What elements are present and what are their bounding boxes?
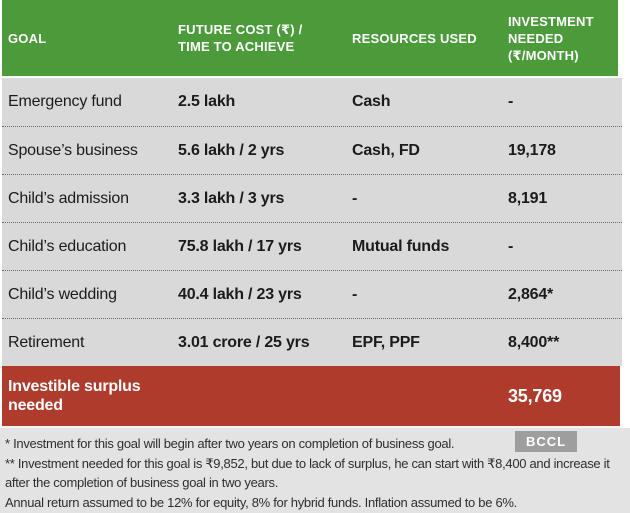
goal-cell: Child’s wedding: [8, 285, 117, 303]
resources-cell: Cash: [352, 93, 391, 110]
table-row-childs-admission: Child’s admission 3.3 lakh / 3 yrs - 8,1…: [2, 174, 622, 222]
bccl-watermark-badge: BCCL: [515, 431, 577, 452]
future-cost-cell: 40.4 lakh / 23 yrs: [178, 285, 302, 303]
future-cost-cell: 3.3 lakh / 3 yrs: [178, 189, 285, 207]
future-cost-cell: 5.6 lakh / 2 yrs: [178, 141, 285, 159]
col-header-investment: INVESTMENT NEEDED (₹/MONTH): [508, 13, 594, 63]
investment-cell: -: [508, 237, 514, 255]
table-row-childs-education: Child’s education 75.8 lakh / 17 yrs Mut…: [2, 222, 622, 270]
col-header-resources: RESOURCES USED: [352, 30, 477, 46]
investment-cell: 8,191: [508, 189, 548, 207]
table-row-emergency-fund: Emergency fund 2.5 lakh Cash -: [2, 78, 622, 126]
goal-cell: Child’s admission: [8, 189, 129, 207]
col-header-goal: GOAL: [8, 30, 47, 46]
table-body: Emergency fund 2.5 lakh Cash - Spouse’s …: [2, 78, 622, 366]
resources-cell: EPF, PPF: [352, 333, 420, 351]
summary-row: Investible surplus needed 35,769: [2, 366, 620, 428]
future-cost-cell: 2.5 lakh: [178, 93, 236, 110]
investment-cell: 19,178: [508, 141, 556, 159]
future-cost-cell: 75.8 lakh / 17 yrs: [178, 237, 302, 255]
summary-value: 35,769: [508, 385, 562, 406]
table-header: GOAL FUTURE COST (₹) / TIME TO ACHIEVE R…: [2, 0, 618, 78]
future-cost-cell: 3.01 crore / 25 yrs: [178, 333, 310, 351]
goals-table: GOAL FUTURE COST (₹) / TIME TO ACHIEVE R…: [2, 0, 630, 428]
goal-cell: Emergency fund: [8, 93, 122, 110]
resources-cell: Mutual funds: [352, 237, 450, 255]
table-row-spouses-business: Spouse’s business 5.6 lakh / 2 yrs Cash,…: [2, 126, 622, 174]
investment-cell: 8,400**: [508, 333, 560, 351]
summary-label: Investible surplus needed: [8, 378, 141, 414]
footnote-asterisk: * Investment for this goal will begin af…: [5, 436, 455, 451]
goal-cell: Spouse’s business: [8, 141, 138, 159]
goal-cell: Retirement: [8, 333, 85, 351]
investment-cell: -: [508, 93, 514, 110]
resources-cell: -: [352, 285, 358, 303]
footnotes: BCCL * Investment for this goal will beg…: [0, 428, 630, 513]
resources-cell: -: [352, 189, 358, 207]
footnote-double-asterisk: ** Investment needed for this goal is ₹9…: [5, 455, 610, 491]
goal-cell: Child’s education: [8, 237, 127, 255]
investment-cell: 2,864*: [508, 285, 554, 303]
footnote-assumptions: Annual return assumed to be 12% for equi…: [5, 494, 517, 510]
resources-cell: Cash, FD: [352, 141, 420, 159]
table-row-retirement: Retirement 3.01 crore / 25 yrs EPF, PPF …: [2, 318, 622, 366]
table-row-childs-wedding: Child’s wedding 40.4 lakh / 23 yrs - 2,8…: [2, 270, 622, 318]
col-header-future-cost: FUTURE COST (₹) / TIME TO ACHIEVE: [178, 22, 303, 54]
